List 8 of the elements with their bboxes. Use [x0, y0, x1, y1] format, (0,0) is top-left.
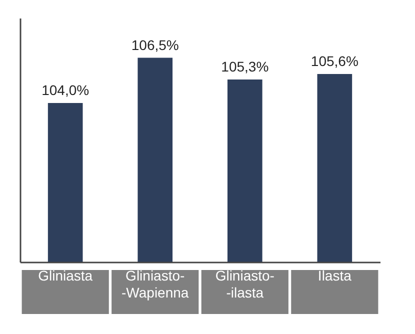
data-label: 104,0% — [42, 82, 90, 98]
x-tick-label: Gliniasto- -ilasta — [215, 268, 275, 300]
data-label: 105,3% — [221, 58, 269, 74]
x-tick-label: Ilasta — [318, 268, 352, 284]
x-tick-label: Gliniasto- -Wapienna — [122, 268, 189, 300]
data-label: 105,6% — [310, 53, 358, 70]
data-label: 106,5% — [131, 36, 179, 53]
x-tick-label: Gliniasta — [38, 268, 93, 284]
